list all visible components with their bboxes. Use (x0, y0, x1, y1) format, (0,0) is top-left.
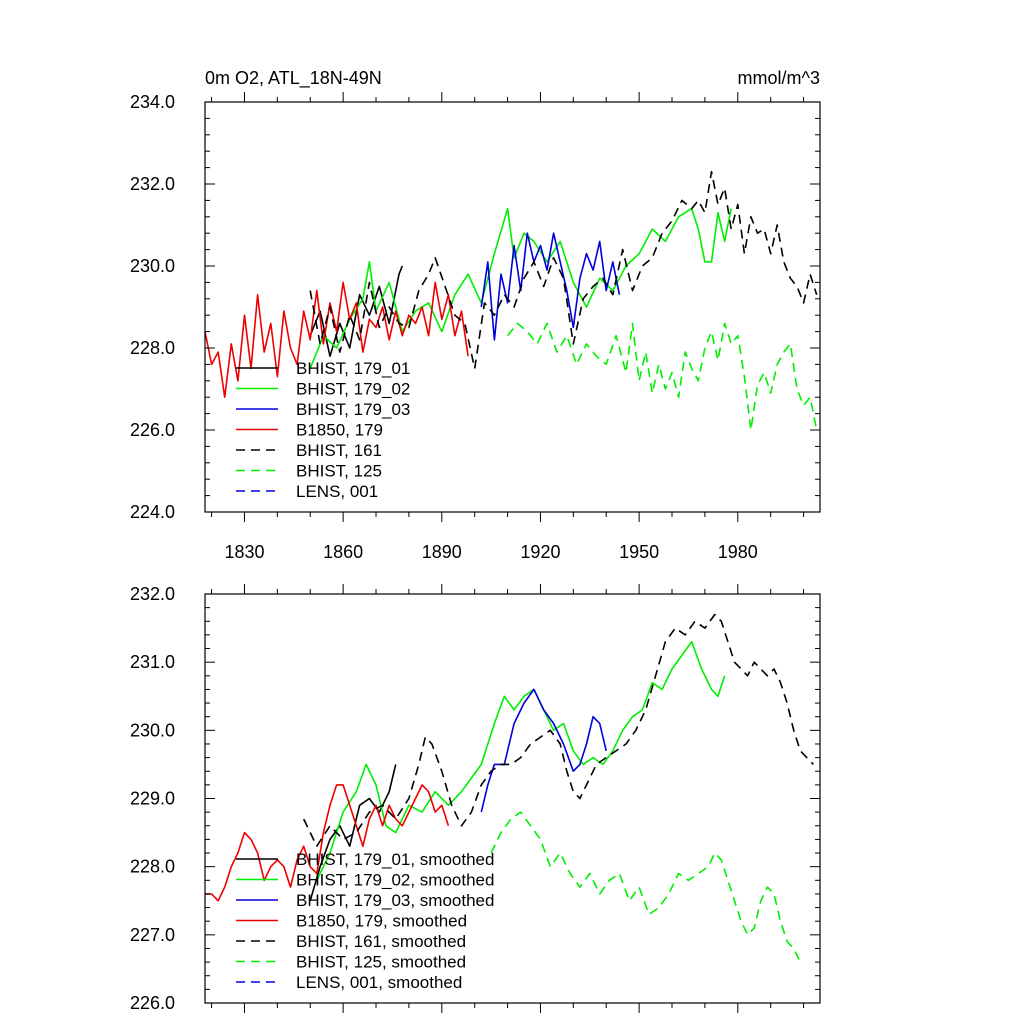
x-tick-label: 1920 (520, 542, 560, 562)
y-tick-label: 228.0 (130, 857, 175, 877)
legend-label-3: B1850, 179 (296, 421, 383, 440)
series-line-3 (205, 784, 450, 902)
x-tick-label: 1860 (323, 542, 363, 562)
y-tick-label: 226.0 (130, 993, 175, 1013)
series-line-0 (309, 764, 397, 902)
top-panel: 224.0 226.0 228.0 230.0 232.0 234.0 1830 1860 18… (130, 68, 821, 562)
chart-title: 0m O2, ATL_18N-49N (205, 68, 382, 89)
chart-units: mmol/m^3 (738, 68, 820, 88)
series-line-5 (490, 811, 802, 963)
y-tick-label: 232.0 (130, 584, 175, 604)
y-tick-label: 230.0 (130, 256, 175, 276)
legend-label-2: BHIST, 179_03, smoothed (296, 891, 494, 910)
legend-label-5: BHIST, 125 (296, 462, 382, 481)
legend: BHIST, 179_01, smoothed BHIST, 179_02, sm… (236, 850, 494, 992)
legend-label-3: B1850, 179, smoothed (296, 912, 467, 931)
y-tick-label: 227.0 (130, 925, 175, 945)
x-tick-label: 1950 (619, 542, 659, 562)
y-tick-label: 234.0 (130, 92, 175, 112)
legend-label-4: BHIST, 161, smoothed (296, 932, 466, 951)
y-tick-label: 230.0 (130, 720, 175, 740)
legend-label-2: BHIST, 179_03 (296, 400, 410, 419)
series-line-5 (506, 322, 818, 431)
series-group (204, 170, 818, 431)
x-tick-label: 1890 (422, 542, 462, 562)
series-line-4 (309, 170, 818, 370)
legend-label-0: BHIST, 179_01, smoothed (296, 850, 494, 869)
legend-label-4: BHIST, 161 (296, 441, 382, 460)
series-line-4 (302, 613, 814, 847)
plot-frame (204, 101, 821, 513)
y-tick-label: 226.0 (130, 420, 175, 440)
y-tick-label: 224.0 (130, 502, 175, 522)
legend-label-1: BHIST, 179_02 (296, 380, 410, 399)
x-tick-label: 1830 (224, 542, 264, 562)
series-line-2 (480, 232, 621, 341)
series-group (205, 613, 814, 963)
legend-label-6: LENS, 001 (296, 482, 378, 501)
legend-label-6: LENS, 001, smoothed (296, 973, 462, 992)
y-tick-label: 232.0 (130, 174, 175, 194)
y-tick-label: 231.0 (130, 652, 175, 672)
series-line-3 (204, 281, 469, 398)
bottom-panel: 226.0 227.0 228.0 229.0 230.0 231.0 232.0 BHIST… (130, 584, 821, 1013)
legend-label-0: BHIST, 179_01 (296, 359, 410, 378)
x-tick-label: 1980 (718, 542, 758, 562)
series-line-0 (309, 265, 404, 357)
y-tick-label: 228.0 (130, 338, 175, 358)
y-tick-label: 229.0 (130, 789, 175, 809)
series-line-2 (480, 688, 607, 813)
legend-label-1: BHIST, 179_02, smoothed (296, 871, 494, 890)
legend-label-5: BHIST, 125, smoothed (296, 953, 466, 972)
